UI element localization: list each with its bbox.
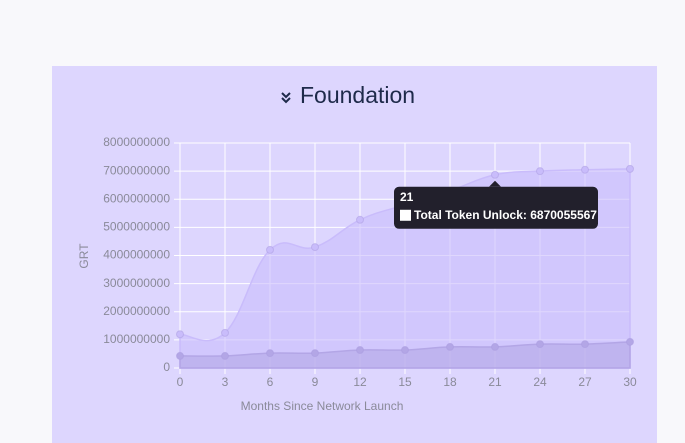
- point: [401, 346, 409, 354]
- x-tick-label: 21: [488, 375, 502, 389]
- x-tick-label: 27: [578, 375, 592, 389]
- y-tick-label: 2000000000: [103, 304, 170, 318]
- chevron-icon[interactable]: [281, 92, 291, 104]
- x-tick-label: 18: [443, 375, 457, 389]
- x-tick-label: 0: [177, 375, 184, 389]
- point: [266, 245, 274, 254]
- point: [536, 167, 544, 176]
- x-tick-label: 6: [267, 375, 274, 389]
- point: [536, 340, 544, 349]
- point: [491, 342, 499, 351]
- point: [491, 170, 499, 179]
- y-tick-label: 4000000000: [103, 248, 170, 262]
- tooltip-arrow: [489, 180, 501, 187]
- tooltip-title: 21: [400, 190, 414, 204]
- tooltip-box: [394, 186, 598, 229]
- point: [356, 346, 364, 354]
- y-tick-label: 5000000000: [103, 220, 170, 234]
- y-tick-label: 1000000000: [103, 332, 170, 346]
- x-tick-label: 15: [398, 375, 412, 389]
- tooltip-label: Total Token Unlock: 6870055567: [414, 208, 597, 222]
- point: [221, 351, 229, 360]
- y-tick-label: 7000000000: [103, 163, 170, 177]
- x-axis-label: Months Since Network Launch: [241, 399, 404, 413]
- point: [221, 328, 229, 337]
- point: [176, 330, 184, 339]
- y-tick-label: 3000000000: [103, 276, 170, 290]
- y-tick-label: 0: [163, 360, 170, 374]
- point: [626, 164, 634, 173]
- point: [311, 243, 319, 252]
- x-tick-label: 30: [623, 375, 637, 389]
- y-axis-label: GRT: [77, 243, 91, 269]
- x-tick-label: 3: [222, 375, 229, 389]
- y-tick-label: 6000000000: [103, 191, 170, 205]
- point: [311, 349, 319, 358]
- x-tick-label: 24: [533, 375, 547, 389]
- point: [581, 340, 589, 349]
- point: [581, 165, 589, 174]
- x-tick-label: 12: [353, 375, 367, 389]
- y-tick-label: 8000000000: [103, 135, 170, 149]
- point: [356, 215, 364, 224]
- x-tick-label: 9: [312, 375, 319, 389]
- point: [266, 349, 274, 358]
- point: [176, 351, 184, 360]
- point: [626, 337, 634, 346]
- chart-title: Foundation: [300, 82, 415, 108]
- point: [446, 342, 454, 351]
- tooltip-swatch: [400, 209, 411, 221]
